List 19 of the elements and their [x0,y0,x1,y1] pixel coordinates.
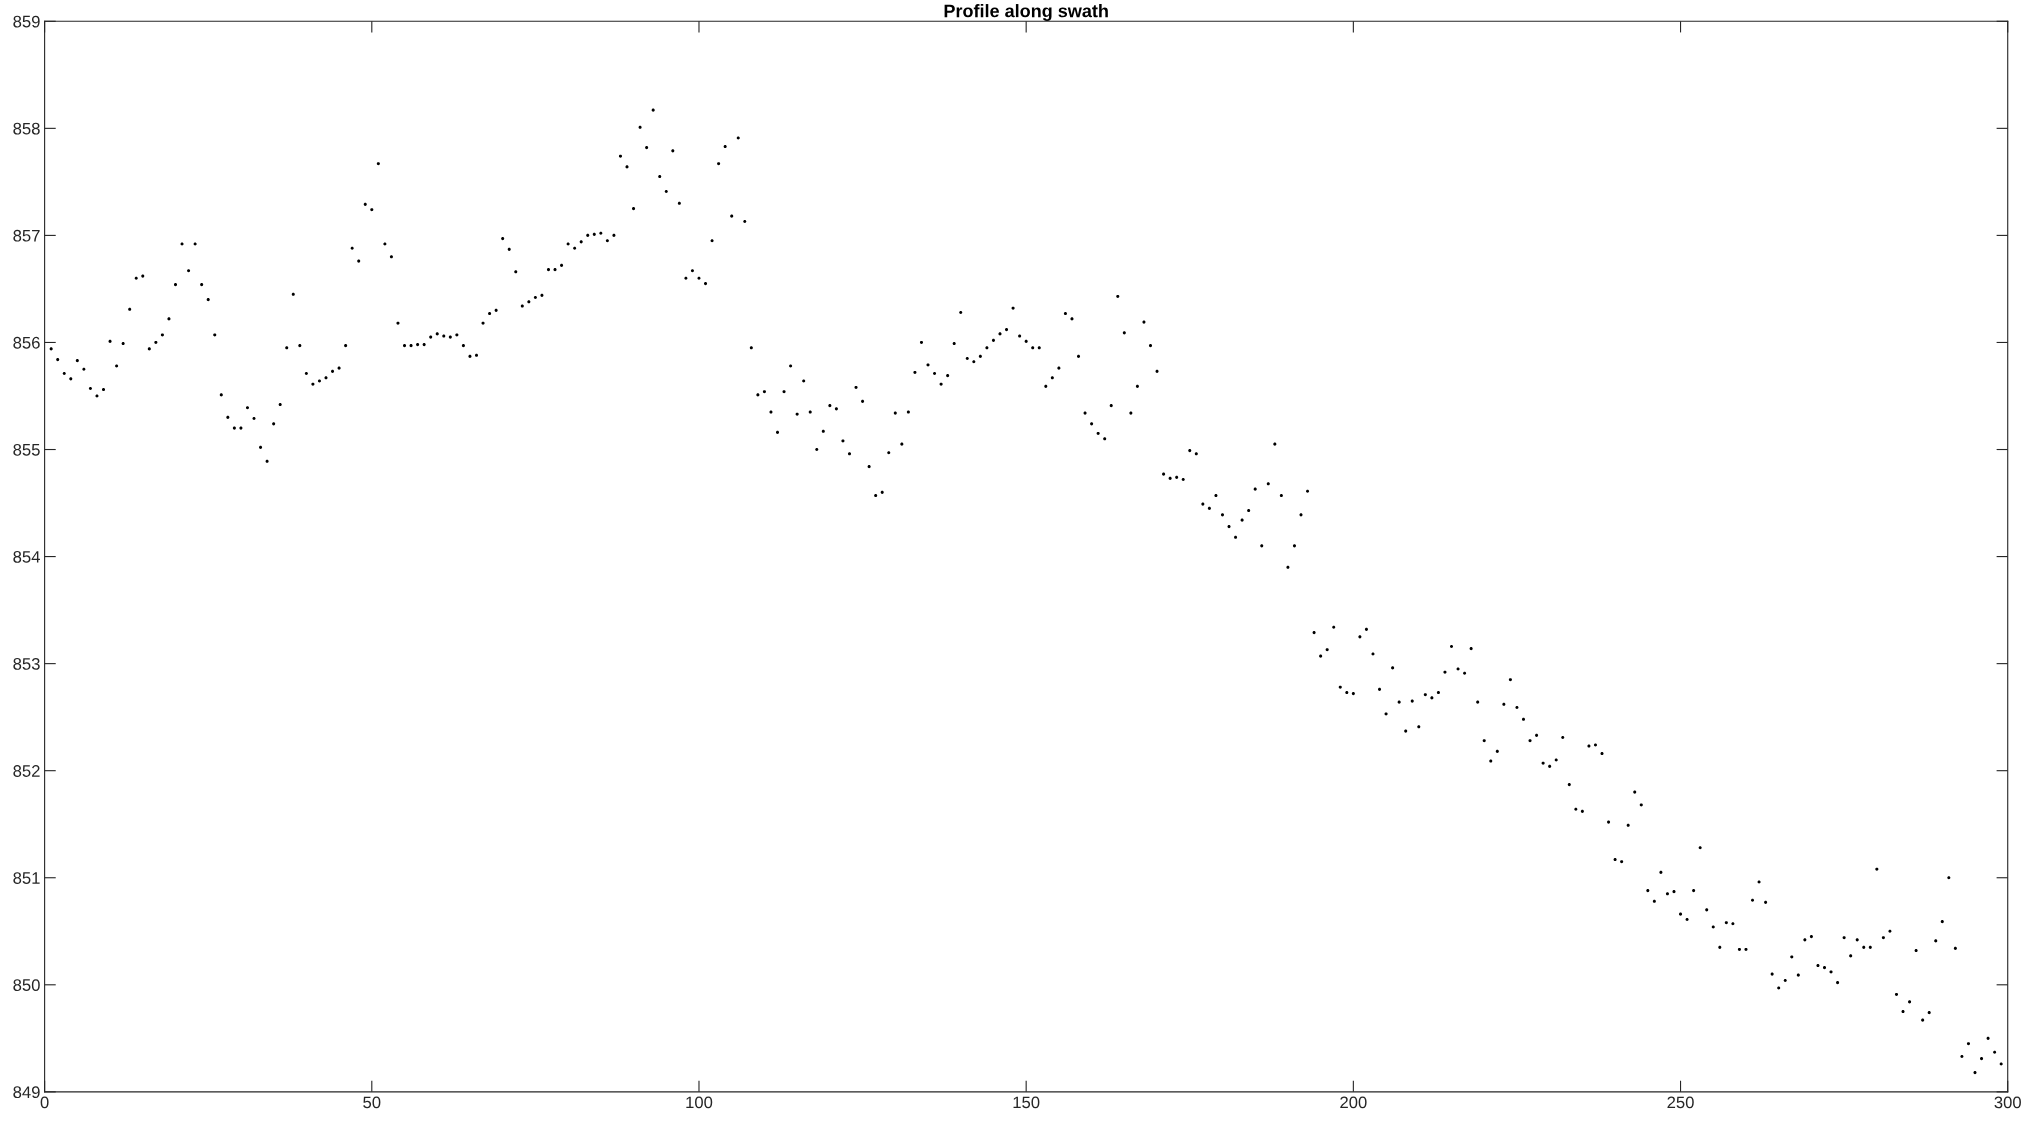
x-tick-label: 150 [1013,1096,1040,1109]
y-tick-label: 850 [13,979,40,991]
y-tick-label: 858 [13,122,40,135]
y-tick-label: 849 [13,1086,40,1099]
chart-title: Profile along swath [944,4,1108,21]
y-tick-label: 855 [13,443,40,456]
x-tick-label: 300 [1994,1096,2021,1109]
x-tick-label: 100 [686,1096,713,1109]
y-tick-label: 852 [13,765,40,777]
x-tick-label: 200 [1340,1096,1367,1109]
x-tick-label: 250 [1667,1096,1694,1109]
x-tick-label: 0 [40,1096,49,1109]
y-tick-label: 857 [13,229,40,242]
y-tick-label: 853 [13,658,40,670]
y-tick-label: 854 [13,550,40,563]
y-tick-label: 851 [13,872,40,884]
y-tick-label: 856 [13,336,40,349]
x-tick-label: 50 [363,1096,381,1109]
y-tick-label: 859 [13,15,40,28]
